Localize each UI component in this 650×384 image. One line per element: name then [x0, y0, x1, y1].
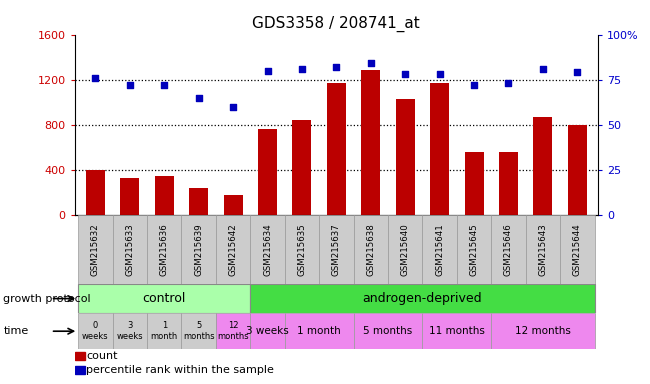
Bar: [319, 215, 354, 284]
Bar: [354, 313, 422, 349]
Bar: [181, 313, 216, 349]
Text: GSM215635: GSM215635: [298, 223, 306, 276]
Text: GSM215638: GSM215638: [367, 223, 375, 276]
Point: [194, 95, 204, 101]
Bar: [86, 170, 105, 215]
Bar: [560, 215, 595, 284]
Point: [365, 60, 376, 66]
Bar: [526, 215, 560, 284]
Bar: [258, 129, 277, 215]
Bar: [120, 178, 139, 215]
Bar: [75, 352, 84, 360]
Text: percentile rank within the sample: percentile rank within the sample: [86, 364, 274, 375]
Text: GSM215640: GSM215640: [400, 223, 410, 276]
Bar: [422, 313, 491, 349]
Text: 11 months: 11 months: [429, 326, 485, 336]
Text: GSM215646: GSM215646: [504, 223, 513, 276]
Text: GSM215632: GSM215632: [91, 223, 100, 276]
Point: [90, 75, 101, 81]
Bar: [430, 83, 449, 215]
Text: time: time: [3, 326, 29, 336]
Point: [434, 71, 445, 77]
Text: growth protocol: growth protocol: [3, 293, 91, 304]
Text: GSM215644: GSM215644: [573, 223, 582, 276]
Bar: [112, 215, 147, 284]
Text: 1
month: 1 month: [151, 321, 178, 341]
Bar: [155, 175, 174, 215]
Point: [159, 82, 170, 88]
Bar: [147, 215, 181, 284]
Text: GSM215639: GSM215639: [194, 223, 203, 276]
Bar: [147, 313, 181, 349]
Bar: [250, 215, 285, 284]
Point: [125, 82, 135, 88]
Bar: [457, 215, 491, 284]
Bar: [491, 313, 595, 349]
Bar: [354, 215, 388, 284]
Bar: [327, 83, 346, 215]
Bar: [75, 366, 84, 374]
Bar: [250, 313, 285, 349]
Point: [331, 64, 342, 70]
Text: GSM215641: GSM215641: [435, 223, 444, 276]
Point: [263, 68, 273, 74]
Point: [400, 71, 410, 77]
Point: [469, 82, 479, 88]
Point: [228, 104, 239, 110]
Bar: [181, 215, 216, 284]
Text: GSM215636: GSM215636: [160, 223, 169, 276]
Point: [572, 70, 582, 76]
Text: count: count: [86, 351, 118, 361]
Point: [538, 66, 548, 72]
Bar: [78, 215, 112, 284]
Text: 5 months: 5 months: [363, 326, 413, 336]
Text: GSM215637: GSM215637: [332, 223, 341, 276]
Text: 3
weeks: 3 weeks: [116, 321, 143, 341]
Bar: [292, 120, 311, 215]
Bar: [285, 313, 354, 349]
Bar: [78, 284, 250, 313]
Text: 12
months: 12 months: [217, 321, 249, 341]
Bar: [422, 215, 457, 284]
Bar: [491, 215, 526, 284]
Text: control: control: [142, 292, 186, 305]
Bar: [112, 313, 147, 349]
Bar: [78, 313, 112, 349]
Text: 0
weeks: 0 weeks: [82, 321, 109, 341]
Bar: [465, 152, 484, 215]
Bar: [396, 99, 415, 215]
Bar: [534, 117, 552, 215]
Text: GSM215633: GSM215633: [125, 223, 135, 276]
Text: GSM215642: GSM215642: [229, 223, 238, 276]
Text: GSM215645: GSM215645: [469, 223, 478, 276]
Bar: [216, 215, 250, 284]
Text: androgen-deprived: androgen-deprived: [363, 292, 482, 305]
Bar: [568, 125, 587, 215]
Bar: [361, 70, 380, 215]
Text: GSM215634: GSM215634: [263, 223, 272, 276]
Bar: [250, 284, 595, 313]
Title: GDS3358 / 208741_at: GDS3358 / 208741_at: [252, 16, 421, 32]
Text: 1 month: 1 month: [297, 326, 341, 336]
Text: 3 weeks: 3 weeks: [246, 326, 289, 336]
Text: GSM215643: GSM215643: [538, 223, 547, 276]
Bar: [285, 215, 319, 284]
Bar: [388, 215, 423, 284]
Text: 5
months: 5 months: [183, 321, 214, 341]
Text: 12 months: 12 months: [515, 326, 571, 336]
Bar: [224, 195, 242, 215]
Bar: [499, 152, 518, 215]
Bar: [189, 188, 208, 215]
Bar: [216, 313, 250, 349]
Point: [297, 66, 307, 72]
Point: [503, 80, 514, 86]
